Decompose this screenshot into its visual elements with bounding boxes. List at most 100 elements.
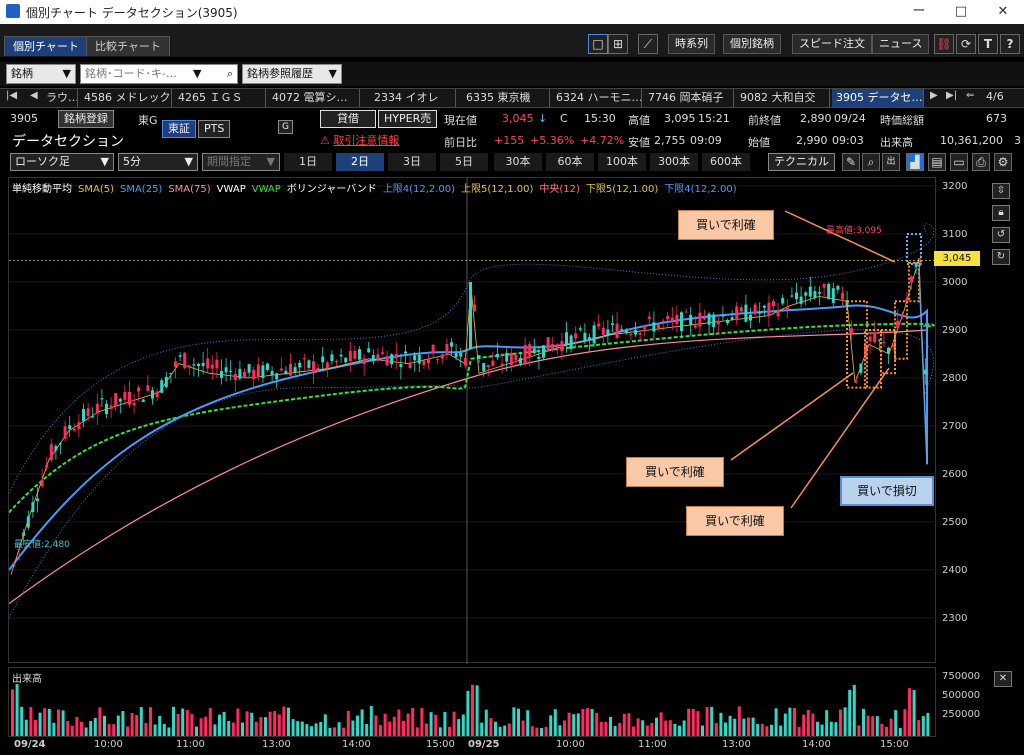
single-layout-icon[interactable]: □ [588,34,608,54]
volume-bar [756,724,760,736]
price-chart[interactable] [8,177,937,664]
refresh-icon[interactable]: ⟳ [956,34,976,54]
stock-tab[interactable]: 7746 岡本硝子 [644,89,734,107]
day-3-button[interactable]: 3日 [388,153,436,171]
draw-pen-icon[interactable]: ✎ [842,153,860,171]
legend-item: VWAP [216,184,246,195]
close-button[interactable]: ✕ [997,4,1009,19]
day-2-button[interactable]: 2日 [336,153,384,171]
candle-body [59,443,62,445]
minimize-button[interactable]: ー [912,4,926,19]
search-icon[interactable]: ⌕ [226,67,233,80]
tab-compare-chart[interactable]: 比較チャート [86,36,170,56]
link-icon[interactable]: ⛓ [934,34,954,54]
fit-icon[interactable]: ⇳ [992,183,1010,199]
chart-type-icon[interactable]: ▟ [906,153,924,171]
candle-body [730,317,734,320]
kobetsu-button[interactable]: 個別銘柄 [723,34,781,54]
candle-body [707,313,711,325]
volume-bar [415,727,419,736]
settings-gear-icon[interactable]: ⚙ [994,153,1012,171]
candle-select[interactable]: ローソク足 ▼ [10,153,114,171]
stock-tab[interactable]: 4265 ＩＧＳ [174,89,266,107]
next-tab-icon[interactable]: ▶ [930,90,938,101]
volume-chart[interactable] [8,667,936,737]
symbol-type-select[interactable]: 銘柄 ▼ [6,64,76,84]
stock-tab[interactable]: 4586 メドレック [80,89,172,107]
bars-30-button[interactable]: 30本 [494,153,542,171]
technical-button[interactable]: テクニカル [768,153,835,171]
bars-600-button[interactable]: 600本 [702,153,750,171]
tab-individual-chart[interactable]: 個別チャート [4,36,88,56]
candle-body [174,361,177,367]
hajime-value: 2,990 [796,134,828,147]
pts-toggle[interactable]: PTS [198,120,231,138]
caution-link[interactable]: ⚠ 取引注意情報 [320,132,399,148]
candle-body [588,337,591,340]
volume-bar [103,715,106,736]
stock-tab[interactable]: 2334 イオレ [362,89,456,107]
print-icon[interactable]: ⎙ [972,153,990,171]
candle-body [192,364,196,366]
candle-body [698,312,702,327]
candle-body [109,405,113,409]
volume-bar [770,724,773,736]
lock-icon[interactable]: 🔒︎ [992,205,1010,221]
stock-tab[interactable]: 4072 電算シ… [268,89,360,107]
price-tick: 2300 [942,613,968,624]
last-tab-icon[interactable]: ▶| [946,90,958,101]
jikeiretsu-button[interactable]: 時系列 [668,34,715,54]
stock-tab-active[interactable]: 3905 データセ… [832,89,924,107]
volume-bar [135,715,139,736]
prev-tab-icon[interactable]: ◀ [30,90,38,101]
candle-body [353,350,357,359]
down-arrow-icon: ↓ [538,112,548,125]
day-1-button[interactable]: 1日 [284,153,332,171]
range-select[interactable]: 期間指定 ▼ [202,153,280,171]
candle-body [486,364,490,367]
day-5-button[interactable]: 5日 [440,153,488,171]
volume-bar [195,726,198,736]
volume-bar [875,716,879,736]
history-select[interactable]: 銘柄参照履歴 ▼ [242,64,342,84]
stock-tab[interactable]: 6335 東京機 [458,89,550,107]
volume-close-icon[interactable]: ✕ [994,671,1012,687]
volume-bar [696,711,700,736]
bars-100-button[interactable]: 100本 [598,153,646,171]
bars-300-button[interactable]: 300本 [650,153,698,171]
volume-bar [484,709,488,736]
register-button[interactable]: 銘柄登録 [58,110,114,128]
stock-tab[interactable]: ラウ… [42,89,78,107]
volume-bar [43,708,47,736]
news-button[interactable]: ニュース [872,34,930,54]
search-input[interactable]: 銘柄･コード･キ-… ▼ ⌕ [80,64,238,84]
stock-tab[interactable]: 6324 ハーモニ… [552,89,642,107]
candle-body [316,367,320,370]
document-icon[interactable]: ▤ [928,153,946,171]
first-tab-icon[interactable]: |◀ [6,90,18,101]
pen-icon[interactable]: ⟋ [638,34,658,54]
tosho-toggle[interactable]: 東証 [162,120,196,138]
candle-body [652,322,656,332]
candle-body [243,371,246,379]
back-icon[interactable]: ⇐ [966,90,975,101]
help-button[interactable]: ? [1000,34,1020,54]
volume-bar [765,726,769,736]
volume-toggle-icon[interactable]: 出 [882,153,900,171]
candle-body [680,312,683,331]
redo-icon[interactable]: ↻ [992,249,1010,265]
candle-body [469,282,472,350]
zoom-icon[interactable]: ⌕ [862,153,880,171]
bars-60-button[interactable]: 60本 [546,153,594,171]
font-size-button[interactable]: T [978,34,998,54]
stock-tab[interactable]: 9082 大和自交 [736,89,830,107]
volume-bar [227,720,231,736]
maximize-button[interactable]: □ [954,4,968,19]
grid-layout-icon[interactable]: ⊞ [608,34,628,54]
speed-order-button[interactable]: スピード注文 [792,34,872,54]
folder-icon[interactable]: ▭ [950,153,968,171]
interval-select[interactable]: 5分 ▼ [118,153,198,171]
volume-bar [733,718,737,736]
candle-body [666,315,670,320]
undo-icon[interactable]: ↺ [992,227,1010,243]
